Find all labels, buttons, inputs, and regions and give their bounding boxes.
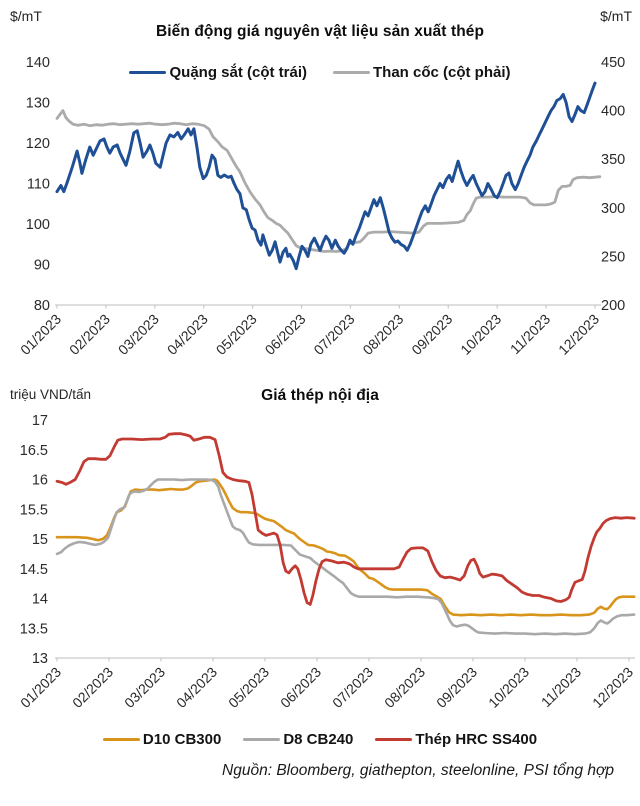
x-tick-label: 11/2023 — [538, 664, 585, 711]
y-right-tick-label: 200 — [601, 298, 625, 314]
y-left-tick-label: 16 — [32, 473, 48, 489]
bottom-chart-legend: D10 CB300 D8 CB240 Thép HRC SS400 — [0, 731, 640, 748]
y-left-tick-label: 140 — [26, 55, 50, 71]
top-chart-title: Biến động giá nguyên vật liệu sản xuất t… — [155, 23, 485, 40]
x-tick-label: 07/2023 — [310, 311, 357, 358]
y-left-tick-label: 16.5 — [20, 443, 48, 459]
x-tick-label: 10/2023 — [485, 664, 532, 711]
y-left-tick-label: 13 — [32, 651, 48, 667]
x-tick-label: 04/2023 — [164, 311, 211, 358]
y-left-tick-label: 100 — [26, 217, 50, 233]
x-tick-label: 01/2023 — [17, 311, 64, 358]
legend-item-qu-ng-s-t-c-t-tr-i-: Quặng sắt (cột trái) — [129, 64, 307, 81]
x-tick-label: 03/2023 — [115, 311, 162, 358]
x-tick-label: 08/2023 — [359, 311, 406, 358]
x-tick-label: 06/2023 — [262, 311, 309, 358]
x-tick-label: 05/2023 — [225, 664, 272, 711]
x-tick-label: 11/2023 — [507, 311, 554, 358]
top-chart-left-unit-label: $/mT — [10, 8, 42, 24]
y-left-tick-label: 13.5 — [20, 621, 48, 637]
x-tick-label: 12/2023 — [589, 664, 636, 711]
x-tick-label: 07/2023 — [329, 664, 376, 711]
x-tick-label: 06/2023 — [277, 664, 324, 711]
x-tick-label: 03/2023 — [121, 664, 168, 711]
y-left-tick-label: 80 — [34, 298, 50, 314]
legend-item-th-p-hrc-ss400: Thép HRC SS400 — [375, 731, 537, 748]
y-right-tick-label: 300 — [601, 201, 625, 217]
legend-label: Quặng sắt (cột trái) — [169, 64, 307, 81]
top-chart-right-unit-label: $/mT — [600, 8, 632, 24]
legend-item-d8-cb240: D8 CB240 — [243, 731, 353, 748]
y-left-tick-label: 15.5 — [20, 502, 48, 518]
x-tick-label: 10/2023 — [457, 311, 504, 358]
y-left-tick-label: 90 — [34, 258, 50, 274]
y-right-tick-label: 350 — [601, 152, 625, 168]
y-left-tick-label: 110 — [27, 177, 50, 193]
x-tick-label: 01/2023 — [17, 664, 64, 711]
y-left-tick-label: 14.5 — [20, 562, 48, 578]
legend-label: Than cốc (cột phải) — [373, 64, 511, 81]
y-left-tick-label: 15 — [32, 532, 48, 548]
bottom-chart-title: Giá thép nội địa — [261, 387, 379, 404]
legend-line-swatch — [102, 737, 140, 742]
legend-item-d10-cb300: D10 CB300 — [102, 731, 222, 748]
x-tick-label: 02/2023 — [66, 311, 113, 358]
x-tick-label: 12/2023 — [555, 311, 602, 358]
y-right-tick-label: 400 — [601, 104, 625, 120]
top-chart-plot: 01/2023 02/2023 03/2023 04/2023 05/2023 06/20… — [17, 55, 625, 358]
y-left-tick-label: 17 — [32, 413, 48, 429]
series-line-qu-ng-s-t-c-t-tr-i- — [55, 81, 597, 271]
legend-label: Thép HRC SS400 — [415, 731, 538, 748]
legend-label: D8 CB240 — [283, 731, 354, 748]
y-left-tick-label: 120 — [26, 136, 50, 152]
x-tick-label: 04/2023 — [173, 664, 220, 711]
legend-label: D10 CB300 — [142, 731, 222, 748]
series-line-than-c-c-c-t-ph-i- — [55, 109, 602, 253]
x-tick-label: 09/2023 — [408, 311, 455, 358]
x-tick-label: 05/2023 — [213, 311, 260, 358]
legend-line-swatch — [129, 70, 167, 75]
legend-line-swatch — [333, 70, 370, 75]
series-line-d10-cb300 — [55, 478, 636, 617]
source-note: Nguồn: Bloomberg, giathepton, steelonlin… — [222, 762, 614, 779]
bottom-chart-plot: 01/2023 02/2023 03/2023 04/2023 05/2023 06/20… — [17, 413, 636, 711]
bottom-chart-unit-label: triệu VND/tấn — [10, 387, 92, 402]
legend-item-than-c-c-c-t-ph-i-: Than cốc (cột phải) — [333, 64, 511, 81]
x-tick-label: 02/2023 — [69, 664, 116, 711]
y-left-tick-label: 14 — [32, 592, 48, 608]
x-tick-label: 08/2023 — [381, 664, 428, 711]
series-line-d8-cb240 — [55, 478, 636, 636]
x-tick-label: 09/2023 — [433, 664, 480, 711]
series-line-th-p-hrc-ss400 — [55, 432, 636, 606]
top-chart-legend: Quặng sắt (cột trái) Than cốc (cột phải) — [0, 64, 640, 81]
y-left-tick-label: 130 — [26, 96, 50, 112]
y-right-tick-label: 250 — [601, 249, 625, 265]
y-right-tick-label: 450 — [601, 55, 625, 71]
legend-line-swatch — [375, 737, 413, 742]
legend-line-swatch — [243, 737, 281, 742]
